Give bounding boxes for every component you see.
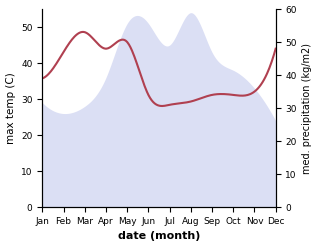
X-axis label: date (month): date (month) — [118, 231, 200, 242]
Y-axis label: max temp (C): max temp (C) — [5, 72, 16, 144]
Y-axis label: med. precipitation (kg/m2): med. precipitation (kg/m2) — [302, 43, 313, 174]
